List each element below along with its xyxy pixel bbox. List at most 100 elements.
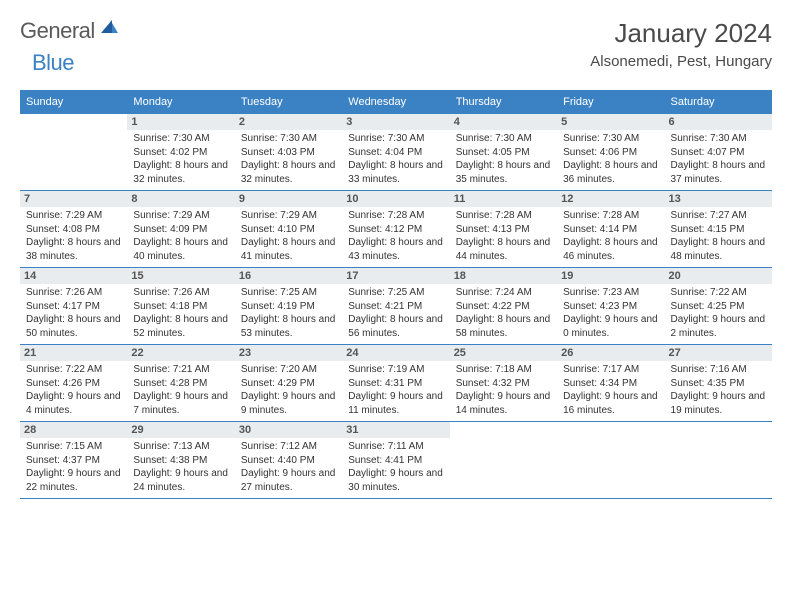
day-number: 26 bbox=[557, 345, 664, 361]
day-details: Sunrise: 7:30 AMSunset: 4:05 PMDaylight:… bbox=[456, 132, 551, 186]
day-details: Sunrise: 7:28 AMSunset: 4:13 PMDaylight:… bbox=[456, 209, 551, 263]
sunset-text: Sunset: 4:25 PM bbox=[671, 300, 766, 314]
day-details: Sunrise: 7:23 AMSunset: 4:23 PMDaylight:… bbox=[563, 286, 658, 340]
day-cell: 14Sunrise: 7:26 AMSunset: 4:17 PMDayligh… bbox=[20, 268, 127, 344]
day-details: Sunrise: 7:11 AMSunset: 4:41 PMDaylight:… bbox=[348, 440, 443, 494]
sunrise-text: Sunrise: 7:26 AM bbox=[26, 286, 121, 300]
day-number: 31 bbox=[342, 422, 449, 438]
logo: General bbox=[20, 18, 121, 44]
day-number: 15 bbox=[127, 268, 234, 284]
daylight-text: Daylight: 8 hours and 44 minutes. bbox=[456, 236, 551, 263]
day-cell: 25Sunrise: 7:18 AMSunset: 4:32 PMDayligh… bbox=[450, 345, 557, 421]
day-cell: 30Sunrise: 7:12 AMSunset: 4:40 PMDayligh… bbox=[235, 422, 342, 498]
daylight-text: Daylight: 9 hours and 7 minutes. bbox=[133, 390, 228, 417]
sunrise-text: Sunrise: 7:23 AM bbox=[563, 286, 658, 300]
weekday-header: Monday bbox=[127, 92, 234, 114]
title-block: January 2024 Alsonemedi, Pest, Hungary bbox=[590, 18, 772, 70]
day-details: Sunrise: 7:29 AMSunset: 4:09 PMDaylight:… bbox=[133, 209, 228, 263]
sunset-text: Sunset: 4:17 PM bbox=[26, 300, 121, 314]
sunset-text: Sunset: 4:22 PM bbox=[456, 300, 551, 314]
day-number: 27 bbox=[665, 345, 772, 361]
day-cell: 31 Sunrise: 7:11 AMSunset: 4:41 PMDayligh… bbox=[342, 422, 449, 498]
sunrise-text: Sunrise: 7:20 AM bbox=[241, 363, 336, 377]
day-details: Sunrise: 7:21 AMSunset: 4:28 PMDaylight:… bbox=[133, 363, 228, 417]
sunrise-text: Sunrise: 7:11 AM bbox=[348, 440, 443, 454]
day-cell: 1Sunrise: 7:30 AMSunset: 4:02 PMDaylight… bbox=[127, 114, 234, 190]
daylight-text: Daylight: 8 hours and 48 minutes. bbox=[671, 236, 766, 263]
day-details: Sunrise: 7:28 AMSunset: 4:12 PMDaylight:… bbox=[348, 209, 443, 263]
day-cell: 3Sunrise: 7:30 AMSunset: 4:04 PMDaylight… bbox=[342, 114, 449, 190]
sunrise-text: Sunrise: 7:22 AM bbox=[671, 286, 766, 300]
daylight-text: Daylight: 9 hours and 24 minutes. bbox=[133, 467, 228, 494]
day-number: 8 bbox=[127, 191, 234, 207]
day-cell: 4Sunrise: 7:30 AMSunset: 4:05 PMDaylight… bbox=[450, 114, 557, 190]
day-cell: 2Sunrise: 7:30 AMSunset: 4:03 PMDaylight… bbox=[235, 114, 342, 190]
day-cell bbox=[557, 422, 664, 498]
day-number: 19 bbox=[557, 268, 664, 284]
day-details: Sunrise: 7:30 AMSunset: 4:06 PMDaylight:… bbox=[563, 132, 658, 186]
day-details: Sunrise: 7:19 AMSunset: 4:31 PMDaylight:… bbox=[348, 363, 443, 417]
sunset-text: Sunset: 4:09 PM bbox=[133, 223, 228, 237]
day-cell: 12Sunrise: 7:28 AMSunset: 4:14 PMDayligh… bbox=[557, 191, 664, 267]
location-text: Alsonemedi, Pest, Hungary bbox=[590, 53, 772, 70]
sunset-text: Sunset: 4:35 PM bbox=[671, 377, 766, 391]
day-number: 21 bbox=[20, 345, 127, 361]
logo-text-general: General bbox=[20, 18, 95, 44]
weekday-header: Thursday bbox=[450, 92, 557, 114]
day-details: Sunrise: 7:27 AMSunset: 4:15 PMDaylight:… bbox=[671, 209, 766, 263]
day-number: 23 bbox=[235, 345, 342, 361]
day-cell: 5Sunrise: 7:30 AMSunset: 4:06 PMDaylight… bbox=[557, 114, 664, 190]
day-details: Sunrise: 7:29 AMSunset: 4:10 PMDaylight:… bbox=[241, 209, 336, 263]
weekday-header: Tuesday bbox=[235, 92, 342, 114]
day-cell: 29 Sunrise: 7:13 AMSunset: 4:38 PMDayligh… bbox=[127, 422, 234, 498]
day-details: Sunrise: 7:29 AMSunset: 4:08 PMDaylight:… bbox=[26, 209, 121, 263]
day-number: 22 bbox=[127, 345, 234, 361]
sunrise-text: Sunrise: 7:27 AM bbox=[671, 209, 766, 223]
day-cell: 9 Sunrise: 7:29 AMSunset: 4:10 PMDaylight… bbox=[235, 191, 342, 267]
day-number: 13 bbox=[665, 191, 772, 207]
daylight-text: Daylight: 8 hours and 56 minutes. bbox=[348, 313, 443, 340]
day-details: Sunrise: 7:30 AMSunset: 4:07 PMDaylight:… bbox=[671, 132, 766, 186]
daylight-text: Daylight: 9 hours and 9 minutes. bbox=[241, 390, 336, 417]
daylight-text: Daylight: 9 hours and 16 minutes. bbox=[563, 390, 658, 417]
weekday-header: Sunday bbox=[20, 92, 127, 114]
sunset-text: Sunset: 4:08 PM bbox=[26, 223, 121, 237]
sunset-text: Sunset: 4:06 PM bbox=[563, 146, 658, 160]
sunset-text: Sunset: 4:31 PM bbox=[348, 377, 443, 391]
sunrise-text: Sunrise: 7:30 AM bbox=[456, 132, 551, 146]
day-cell bbox=[450, 422, 557, 498]
daylight-text: Daylight: 8 hours and 58 minutes. bbox=[456, 313, 551, 340]
day-number: 11 bbox=[450, 191, 557, 207]
day-cell: 26Sunrise: 7:17 AMSunset: 4:34 PMDayligh… bbox=[557, 345, 664, 421]
sunset-text: Sunset: 4:15 PM bbox=[671, 223, 766, 237]
day-number: 29 bbox=[127, 422, 234, 438]
sunset-text: Sunset: 4:32 PM bbox=[456, 377, 551, 391]
sunset-text: Sunset: 4:40 PM bbox=[241, 454, 336, 468]
weekday-header: Wednesday bbox=[342, 92, 449, 114]
day-details: Sunrise: 7:25 AMSunset: 4:21 PMDaylight:… bbox=[348, 286, 443, 340]
day-number: 20 bbox=[665, 268, 772, 284]
day-cell: 17Sunrise: 7:25 AMSunset: 4:21 PMDayligh… bbox=[342, 268, 449, 344]
day-number: 7 bbox=[20, 191, 127, 207]
sunrise-text: Sunrise: 7:30 AM bbox=[348, 132, 443, 146]
day-number: 9 bbox=[235, 191, 342, 207]
sunset-text: Sunset: 4:21 PM bbox=[348, 300, 443, 314]
sunrise-text: Sunrise: 7:25 AM bbox=[241, 286, 336, 300]
day-details: Sunrise: 7:18 AMSunset: 4:32 PMDaylight:… bbox=[456, 363, 551, 417]
month-title: January 2024 bbox=[590, 18, 772, 49]
week-row: 28Sunrise: 7:15 AMSunset: 4:37 PMDayligh… bbox=[20, 422, 772, 499]
day-details: Sunrise: 7:30 AMSunset: 4:03 PMDaylight:… bbox=[241, 132, 336, 186]
sunset-text: Sunset: 4:14 PM bbox=[563, 223, 658, 237]
daylight-text: Daylight: 8 hours and 41 minutes. bbox=[241, 236, 336, 263]
sunrise-text: Sunrise: 7:18 AM bbox=[456, 363, 551, 377]
week-row: 21Sunrise: 7:22 AMSunset: 4:26 PMDayligh… bbox=[20, 345, 772, 422]
day-cell: 10Sunrise: 7:28 AMSunset: 4:12 PMDayligh… bbox=[342, 191, 449, 267]
daylight-text: Daylight: 8 hours and 32 minutes. bbox=[133, 159, 228, 186]
day-cell: 6Sunrise: 7:30 AMSunset: 4:07 PMDaylight… bbox=[665, 114, 772, 190]
day-details: Sunrise: 7:13 AMSunset: 4:38 PMDaylight:… bbox=[133, 440, 228, 494]
daylight-text: Daylight: 8 hours and 33 minutes. bbox=[348, 159, 443, 186]
daylight-text: Daylight: 8 hours and 35 minutes. bbox=[456, 159, 551, 186]
daylight-text: Daylight: 9 hours and 19 minutes. bbox=[671, 390, 766, 417]
sunset-text: Sunset: 4:29 PM bbox=[241, 377, 336, 391]
sunset-text: Sunset: 4:12 PM bbox=[348, 223, 443, 237]
